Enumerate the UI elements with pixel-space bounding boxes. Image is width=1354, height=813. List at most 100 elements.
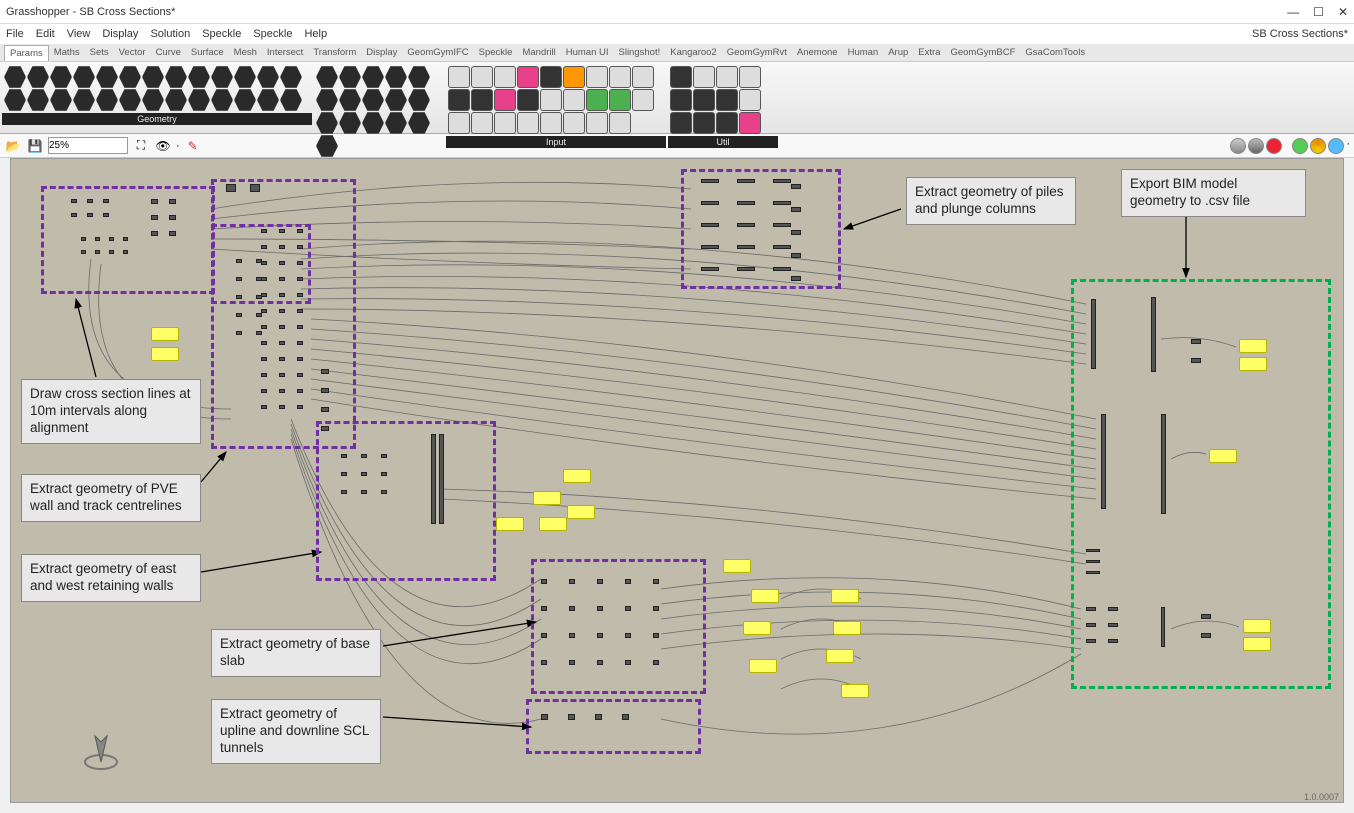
gh-component[interactable]	[261, 229, 267, 233]
gh-component[interactable]	[256, 331, 262, 335]
ribbon-button[interactable]	[73, 66, 95, 88]
tab-anemone[interactable]: Anemone	[792, 45, 843, 60]
ribbon-button[interactable]	[563, 89, 585, 111]
gh-component[interactable]	[1091, 299, 1096, 369]
ribbon-button[interactable]	[408, 112, 430, 134]
ribbon-button[interactable]	[471, 66, 493, 88]
gh-component[interactable]	[297, 277, 303, 281]
gh-panel[interactable]	[1243, 619, 1271, 633]
tab-transform[interactable]: Transform	[308, 45, 361, 60]
gh-component[interactable]	[341, 472, 347, 476]
ribbon-button[interactable]	[609, 89, 631, 111]
ribbon-button[interactable]	[96, 66, 118, 88]
gh-component[interactable]	[103, 213, 109, 217]
gh-panel[interactable]	[1239, 357, 1267, 371]
gh-component[interactable]	[625, 660, 631, 665]
gh-component[interactable]	[653, 579, 659, 584]
gh-component[interactable]	[71, 213, 77, 217]
gh-component[interactable]	[151, 199, 158, 204]
gh-component[interactable]	[625, 633, 631, 638]
gh-component[interactable]	[297, 293, 303, 297]
gh-panel[interactable]	[539, 517, 567, 531]
gh-component[interactable]	[1086, 571, 1100, 574]
ribbon-button[interactable]	[739, 66, 761, 88]
ribbon-button[interactable]	[119, 66, 141, 88]
gh-component[interactable]	[622, 714, 629, 720]
gh-component[interactable]	[297, 245, 303, 249]
ribbon-button[interactable]	[73, 89, 95, 111]
ribbon-button[interactable]	[234, 89, 256, 111]
gh-component[interactable]	[361, 490, 367, 494]
ribbon-button[interactable]	[316, 112, 338, 134]
gh-component[interactable]	[1086, 607, 1096, 611]
ribbon-button[interactable]	[362, 89, 384, 111]
ribbon-button[interactable]	[408, 89, 430, 111]
ribbon-button[interactable]	[316, 66, 338, 88]
gh-component[interactable]	[381, 454, 387, 458]
gh-component[interactable]	[1201, 614, 1211, 619]
view-icon[interactable]: 👁	[154, 137, 172, 155]
tab-geomgymifc[interactable]: GeomGymIFC	[402, 45, 473, 60]
gh-component[interactable]	[541, 579, 547, 584]
compass-icon[interactable]	[81, 724, 121, 772]
menu-speckle[interactable]: Speckle	[253, 28, 292, 40]
ribbon-button[interactable]	[96, 89, 118, 111]
shade-ball-green[interactable]	[1292, 138, 1308, 154]
ribbon-button[interactable]	[693, 112, 715, 134]
ribbon-button[interactable]	[632, 89, 654, 111]
ribbon-button[interactable]	[27, 66, 49, 88]
gh-component[interactable]	[541, 606, 547, 611]
gh-panel[interactable]	[826, 649, 854, 663]
ribbon-button[interactable]	[339, 66, 361, 88]
gh-component[interactable]	[279, 277, 285, 281]
maximize-button[interactable]: ☐	[1313, 5, 1324, 19]
ribbon-button[interactable]	[670, 66, 692, 88]
gh-component[interactable]	[653, 606, 659, 611]
gh-component[interactable]	[341, 490, 347, 494]
ribbon-button[interactable]	[50, 66, 72, 88]
ribbon-button[interactable]	[517, 66, 539, 88]
gh-component[interactable]	[261, 405, 267, 409]
gh-component[interactable]	[1161, 607, 1165, 647]
gh-component[interactable]	[279, 357, 285, 361]
gh-component[interactable]	[169, 199, 176, 204]
gh-component[interactable]	[569, 606, 575, 611]
tab-surface[interactable]: Surface	[186, 45, 229, 60]
gh-component[interactable]	[123, 250, 128, 254]
gh-component[interactable]	[701, 267, 719, 271]
ribbon-button[interactable]	[339, 112, 361, 134]
gh-component[interactable]	[321, 426, 329, 431]
gh-component[interactable]	[737, 245, 755, 249]
gh-component[interactable]	[297, 261, 303, 265]
gh-component[interactable]	[103, 199, 109, 203]
gh-panel[interactable]	[1243, 637, 1271, 651]
gh-component[interactable]	[236, 259, 242, 263]
minimize-button[interactable]: —	[1287, 5, 1299, 19]
gh-component[interactable]	[701, 179, 719, 183]
tab-human ui[interactable]: Human UI	[561, 45, 614, 60]
ribbon-button[interactable]	[540, 89, 562, 111]
gh-component[interactable]	[250, 184, 260, 192]
ribbon-button[interactable]	[385, 66, 407, 88]
ribbon-button[interactable]	[716, 66, 738, 88]
ribbon-button[interactable]	[362, 112, 384, 134]
ribbon-button[interactable]	[316, 135, 338, 157]
gh-component[interactable]	[226, 184, 236, 192]
gh-component[interactable]	[279, 389, 285, 393]
gh-component[interactable]	[256, 259, 262, 263]
zoom-extents-icon[interactable]: ⛶	[132, 137, 150, 155]
open-icon[interactable]: 📂	[4, 137, 22, 155]
gh-component[interactable]	[297, 357, 303, 361]
tab-geomgymrvt[interactable]: GeomGymRvt	[722, 45, 792, 60]
ribbon-button[interactable]	[448, 66, 470, 88]
gh-component[interactable]	[279, 341, 285, 345]
ribbon-button[interactable]	[165, 89, 187, 111]
gh-component[interactable]	[381, 472, 387, 476]
gh-component[interactable]	[1191, 339, 1201, 344]
ribbon-button[interactable]	[586, 89, 608, 111]
gh-component[interactable]	[256, 295, 262, 299]
shade-ball-blue[interactable]	[1328, 138, 1344, 154]
gh-panel[interactable]	[533, 491, 561, 505]
tab-geomgymbcf[interactable]: GeomGymBCF	[945, 45, 1020, 60]
gh-panel[interactable]	[1209, 449, 1237, 463]
